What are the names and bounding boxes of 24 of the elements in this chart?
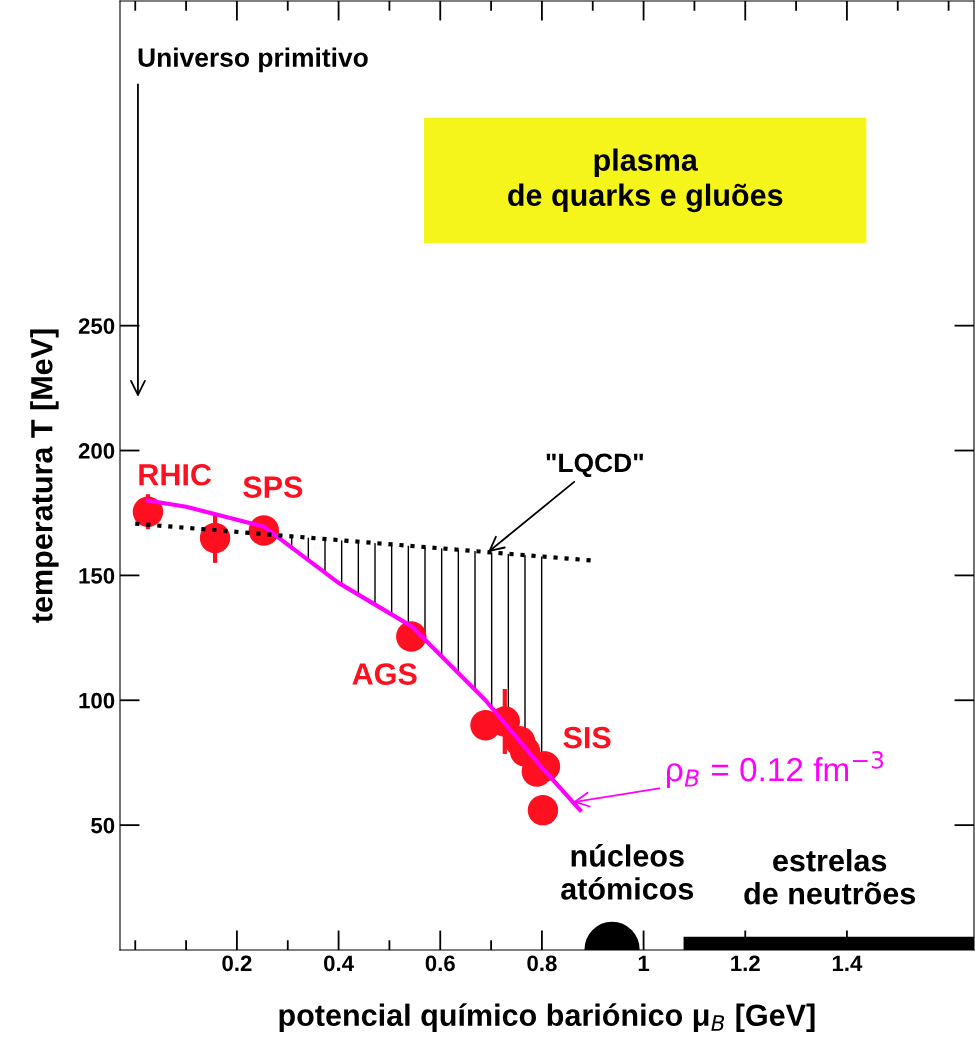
x-tick-label: 0.4 xyxy=(324,955,354,972)
y-tick-label: 250 xyxy=(78,318,115,334)
x-tick-label: 0.2 xyxy=(222,955,252,972)
y-tick-label: 200 xyxy=(78,443,115,459)
annotation: RHIC xyxy=(139,463,212,486)
annotation: Universo primitivo xyxy=(138,47,368,73)
y-tick-label: 50 xyxy=(91,817,115,834)
annotation: plasma de quarks e gluões xyxy=(508,148,783,213)
x-axis-title: potencial químico bariónico μ$_{B}$ [GeV] xyxy=(279,1003,815,1033)
x-tick-label: 1 xyxy=(638,955,650,971)
x-tick-label: 0.8 xyxy=(527,955,557,972)
y-axis-title: temperatura T [MeV] xyxy=(30,329,59,623)
y-tick-label: 100 xyxy=(79,692,115,709)
annotation: SIS xyxy=(563,726,611,749)
annotation: SPS xyxy=(243,476,303,498)
x-tick-label: 1.2 xyxy=(731,955,760,971)
annotation: "LQCD" xyxy=(546,453,643,478)
annotation: AGS xyxy=(352,663,417,685)
annotation: estrelas de neutrões xyxy=(744,849,916,905)
x-tick-label: 1.4 xyxy=(832,955,863,971)
y-tick-label: 150 xyxy=(79,567,115,584)
x-tick-label: 0.6 xyxy=(425,955,455,972)
annotation: ρ$_{B}$ = 0.12 fm$^{−3}$ xyxy=(667,751,884,789)
annotation: núcleos atómicos xyxy=(561,844,694,900)
